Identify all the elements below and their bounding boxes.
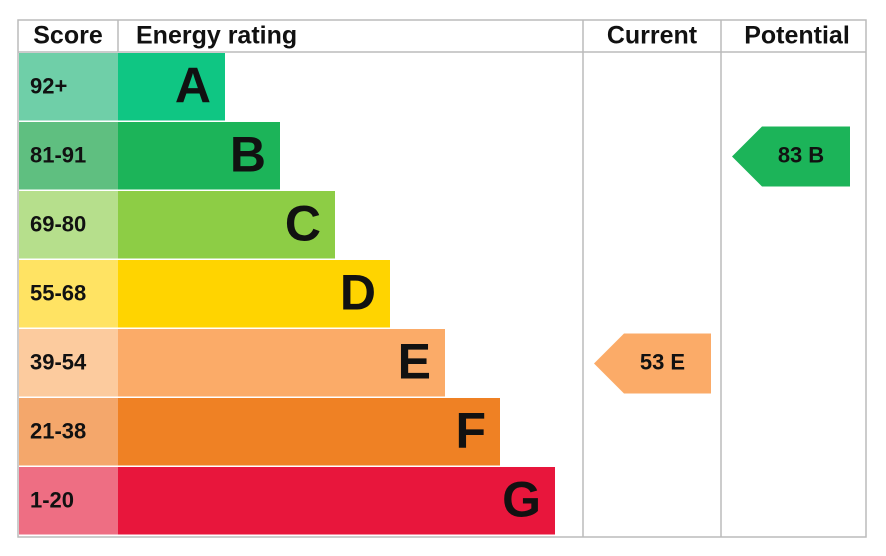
potential-arrow	[732, 126, 850, 187]
current-score: 53	[640, 349, 664, 374]
header-potential: Potential	[744, 22, 850, 50]
score-cell	[19, 467, 118, 535]
score-cell	[19, 329, 118, 397]
header-rating: Energy rating	[136, 22, 297, 50]
rating-letter: G	[502, 472, 541, 528]
score-cell	[19, 260, 118, 328]
score-range: 21-38	[30, 418, 86, 443]
rating-letter: B	[230, 127, 266, 183]
potential-rating: B	[808, 142, 824, 167]
score-range: 81-91	[30, 142, 86, 167]
score-range: 39-54	[30, 349, 87, 374]
rating-letter: E	[398, 334, 431, 390]
score-range: 69-80	[30, 211, 86, 236]
rating-letter: A	[175, 58, 211, 114]
score-cell	[19, 53, 118, 121]
rating-bar	[118, 329, 445, 397]
rating-bar	[118, 398, 500, 466]
rating-bar	[118, 122, 280, 190]
header-current: Current	[607, 22, 698, 50]
rating-bar	[118, 260, 390, 328]
header-score: Score	[33, 22, 103, 50]
current-label: 53 E	[640, 349, 685, 374]
potential-score: 83	[778, 142, 802, 167]
potential-label: 83 B	[778, 142, 824, 167]
score-cell	[19, 191, 118, 259]
rating-letter: C	[285, 196, 321, 252]
score-range: 55-68	[30, 280, 86, 305]
rating-bar	[118, 467, 555, 535]
rating-letter: F	[455, 403, 486, 459]
rating-bar	[118, 191, 335, 259]
rating-bar	[118, 53, 225, 121]
score-range: 1-20	[30, 487, 74, 512]
score-range: 92+	[30, 73, 67, 98]
score-cell	[19, 122, 118, 190]
current-rating: E	[670, 349, 685, 374]
rating-letter: D	[340, 265, 376, 321]
current-arrow	[594, 333, 711, 394]
score-cell	[19, 398, 118, 466]
